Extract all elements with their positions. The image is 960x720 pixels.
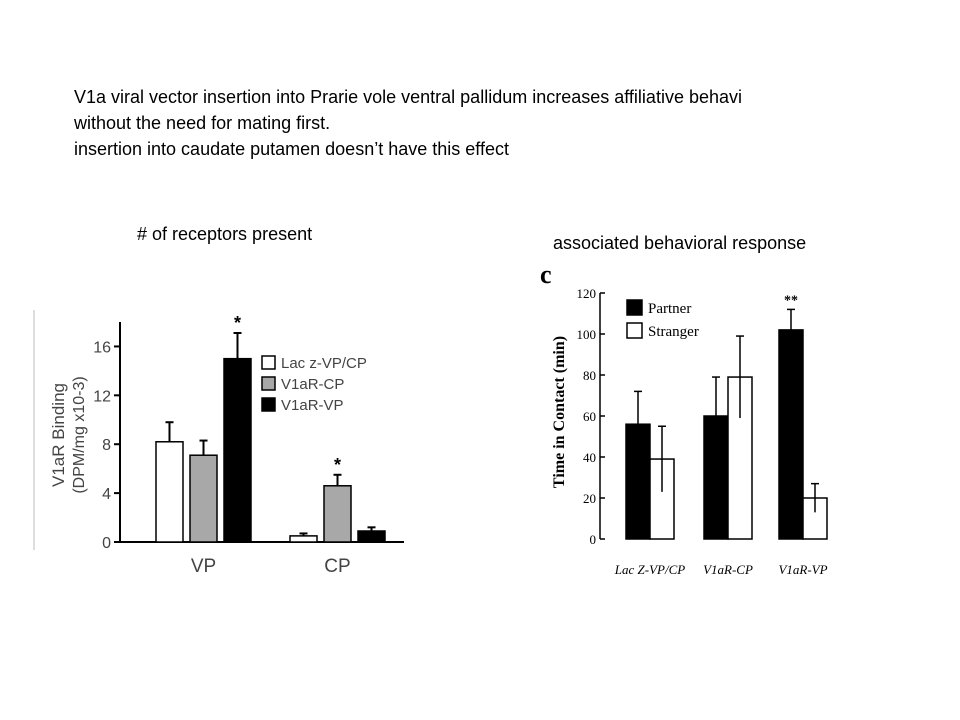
y-tick-label: 20: [583, 491, 596, 506]
y-tick-label: 100: [577, 327, 597, 342]
legend-entry: V1aR-CP: [281, 376, 344, 393]
bar: [324, 486, 351, 542]
category-label: V1aR-CP: [703, 562, 753, 577]
legend-entry: V1aR-VP: [281, 397, 344, 414]
receptors-label: # of receptors present: [137, 224, 312, 245]
caption-line-3: insertion into caudate putamen doesn’t h…: [74, 136, 960, 162]
bar: [358, 531, 385, 542]
legend-swatch: [262, 356, 275, 369]
legend-swatch: [262, 398, 275, 411]
category-label: Lac Z-VP/CP: [614, 562, 685, 577]
y-tick-label: 12: [93, 388, 111, 405]
bar: [779, 330, 803, 539]
y-tick-label: 80: [583, 368, 596, 383]
category-label: VP: [191, 556, 216, 577]
y-tick-label: 0: [102, 535, 111, 552]
contact-time-chart: c 0 20 40 60 80 100 120 Time in Contact (min) ** L…: [540, 262, 960, 602]
category-label: V1aR-VP: [778, 562, 827, 577]
y-tick-label: 120: [577, 286, 597, 301]
y-axis-label: V1aR Binding: [49, 383, 68, 487]
significance-marker: *: [334, 455, 341, 475]
bar: [290, 536, 317, 542]
y-tick-label: 0: [590, 532, 597, 547]
panel-letter: c: [540, 262, 552, 289]
legend-swatch: [262, 377, 275, 390]
caption-line-2: without the need for mating first.: [74, 110, 960, 136]
y-axis-label-units: (DPM/mg x10-3): [71, 376, 88, 493]
binding-chart: 0 4 8 12 16 V1aR Binding (DPM/mg x10-3) * * VP CP L…: [32, 310, 422, 590]
category-label: CP: [324, 556, 350, 577]
behavior-label: associated behavioral response: [553, 233, 806, 254]
slide-caption: V1a viral vector insertion into Prarie v…: [74, 84, 960, 162]
y-tick-label: 40: [583, 450, 596, 465]
legend-entry: Partner: [648, 301, 691, 317]
y-tick-label: 8: [102, 437, 111, 454]
bar: [224, 359, 251, 542]
y-axis-label: Time in Contact (min): [551, 336, 568, 488]
y-tick-label: 16: [93, 339, 111, 356]
legend-swatch: [627, 300, 642, 315]
bar: [190, 455, 217, 542]
legend-entry: Lac z-VP/CP: [281, 355, 367, 372]
y-tick-label: 60: [583, 409, 596, 424]
legend-swatch: [627, 323, 642, 338]
y-tick-label: 4: [102, 486, 111, 503]
significance-marker: *: [234, 313, 241, 333]
significance-marker: **: [784, 293, 798, 308]
caption-line-1: V1a viral vector insertion into Prarie v…: [74, 84, 960, 110]
legend-entry: Stranger: [648, 324, 699, 340]
bar: [156, 442, 183, 542]
